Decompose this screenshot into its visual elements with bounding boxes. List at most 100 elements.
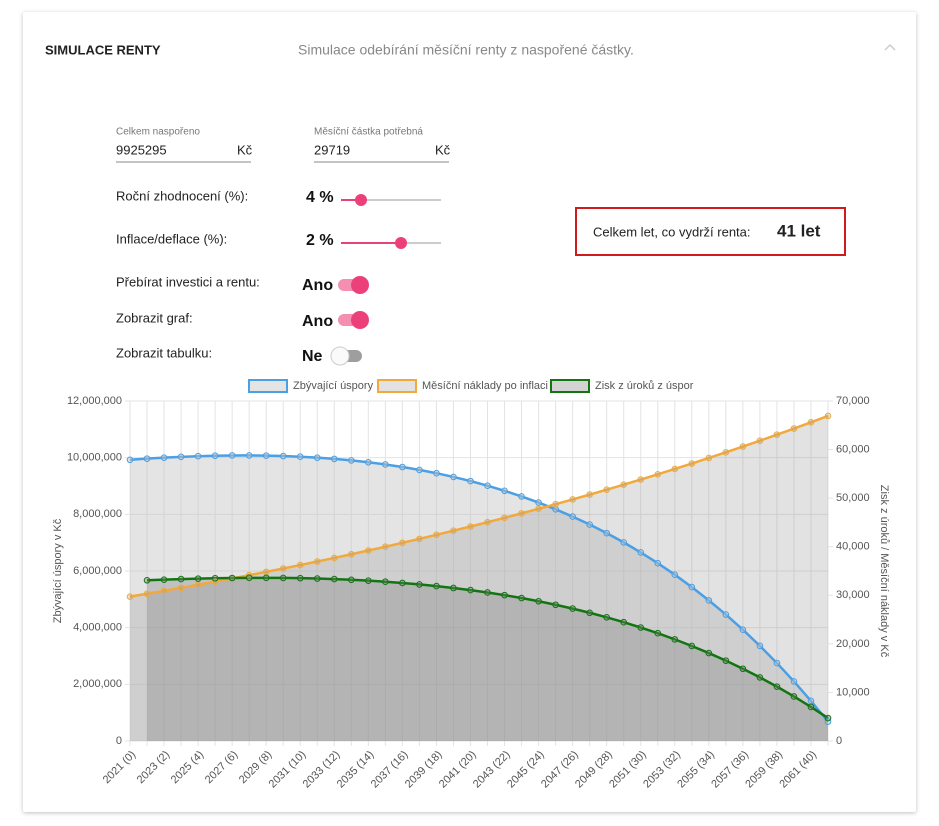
data-point [382, 543, 389, 551]
data-point [228, 452, 236, 459]
data-point [705, 649, 713, 657]
data-point [382, 461, 389, 468]
data-point [416, 581, 423, 588]
data-point [296, 574, 304, 582]
data-point [620, 539, 628, 546]
y2-tick-label: 0 [836, 735, 842, 747]
toggle[interactable] [338, 276, 369, 294]
data-point [722, 657, 730, 664]
setting-label: Zobrazit graf: [116, 310, 193, 325]
toggle[interactable] [330, 346, 362, 366]
y2-tick-label: 30,000 [836, 589, 870, 601]
x-tick-label: 2025 (4) [169, 749, 206, 786]
data-point [245, 452, 253, 459]
input-unit: Kč [237, 142, 253, 157]
input-label: Měsíční částka potřebná [314, 127, 423, 138]
data-point [348, 576, 355, 584]
data-point [262, 452, 270, 459]
card [23, 12, 916, 812]
setting-value: Ne [302, 348, 323, 365]
slider-thumb[interactable] [355, 194, 367, 206]
data-point [569, 513, 576, 520]
data-point [177, 584, 185, 592]
y-tick-label: 8,000,000 [73, 508, 122, 520]
data-point [330, 575, 338, 583]
data-point [688, 460, 696, 467]
legend-swatch [377, 379, 417, 393]
toggle-knob [330, 346, 350, 366]
setting-value: Ano [302, 277, 333, 294]
data-point [620, 481, 628, 488]
data-point [262, 574, 270, 582]
data-point [126, 593, 134, 600]
data-point [756, 437, 764, 444]
data-point [518, 594, 525, 602]
data-point [671, 465, 679, 473]
data-point [160, 587, 168, 595]
data-point [654, 629, 662, 637]
data-point [450, 584, 457, 592]
data-point [160, 576, 168, 583]
data-point [365, 458, 372, 466]
y-tick-label: 4,000,000 [73, 622, 122, 634]
data-point [671, 636, 679, 643]
collapse-icon[interactable] [884, 43, 896, 51]
data-point [211, 574, 219, 582]
data-point [399, 579, 406, 587]
y-axis-label: Zbývající úspory v Kč [52, 518, 64, 623]
data-point [279, 565, 287, 572]
data-point [194, 581, 202, 589]
data-point [450, 473, 457, 481]
data-point [262, 568, 270, 576]
data-point [535, 597, 542, 605]
data-point [177, 453, 185, 461]
data-point [211, 578, 219, 585]
data-point [501, 591, 508, 599]
data-point [484, 518, 491, 526]
input-value[interactable]: 9925295 [116, 142, 167, 157]
data-point [501, 487, 508, 495]
data-point [739, 665, 747, 673]
data-point [143, 455, 151, 462]
setting-value: 2 % [306, 232, 334, 249]
data-point [773, 431, 781, 438]
x-tick-label: 2023 (2) [135, 749, 172, 786]
data-point [722, 611, 730, 618]
data-point [484, 482, 491, 490]
data-point [279, 574, 287, 582]
data-point [382, 578, 389, 586]
data-point [313, 575, 321, 582]
data-point [194, 575, 202, 582]
data-point [756, 642, 764, 650]
toggle[interactable] [338, 311, 369, 329]
data-point [535, 499, 542, 506]
data-point [773, 683, 781, 690]
y2-axis-label: Zisk z úroků / Měsíční náklady v Kč [878, 485, 890, 658]
setting-label: Přebírat investici a rentu: [116, 274, 260, 289]
data-point [654, 471, 662, 478]
y2-tick-label: 20,000 [836, 638, 870, 650]
data-point [586, 491, 593, 498]
data-point [807, 418, 815, 426]
data-point [194, 452, 202, 460]
data-point [586, 521, 593, 528]
data-point [722, 449, 730, 456]
data-point [296, 561, 304, 569]
data-point [790, 678, 798, 685]
series-area [130, 415, 828, 741]
data-point [773, 659, 781, 667]
slider-thumb[interactable] [395, 237, 407, 249]
data-point [399, 463, 406, 471]
data-point [790, 693, 798, 700]
input-value[interactable]: 29719 [314, 142, 350, 157]
chart: 0 2,000,000 4,000,000 6,000,000 8,000,000 10,… [52, 379, 890, 790]
input-label: Celkem naspořeno [116, 127, 200, 138]
x-tick-label: 2027 (6) [203, 749, 240, 786]
data-point [484, 589, 491, 596]
toggle-knob [351, 311, 369, 329]
toggle-knob [351, 276, 369, 294]
data-point [313, 454, 321, 461]
y-tick-label: 0 [116, 735, 122, 747]
data-point [739, 626, 747, 634]
